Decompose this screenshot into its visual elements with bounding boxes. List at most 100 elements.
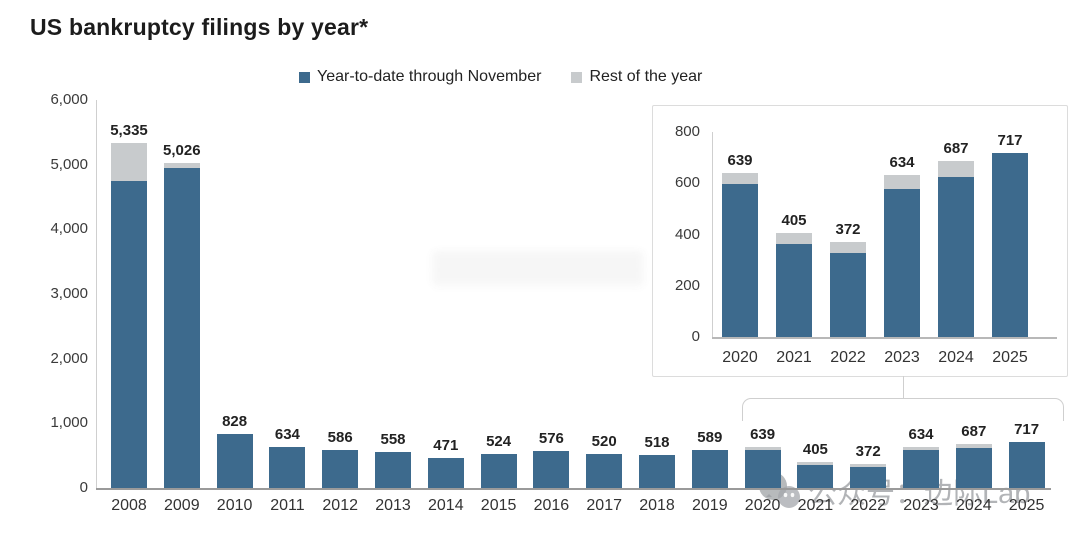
main-bar-2021-ytd-segment — [797, 465, 834, 488]
inset-value-label-2025: 717 — [997, 132, 1023, 149]
main-value-label-2021: 405 — [802, 441, 828, 458]
main-value-label-2008: 5,335 — [110, 122, 148, 139]
inset-bar-2023 — [884, 175, 920, 337]
inset-bar-2023-ytd-segment — [884, 189, 920, 337]
inset-bar-2021 — [776, 233, 812, 337]
main-ytick-4,000: 4,000 — [50, 220, 88, 238]
main-xtick-2021: 2021 — [797, 497, 834, 514]
main-bar-2014 — [427, 458, 464, 488]
main-value-label-2016: 576 — [538, 430, 564, 447]
main-value-label-2025: 717 — [1014, 421, 1040, 438]
main-xtick-2023: 2023 — [903, 497, 939, 514]
main-value-label-2023: 634 — [908, 426, 934, 443]
inset-bar-2023-rest-segment — [884, 175, 920, 189]
main-xtick-2013: 2013 — [375, 497, 411, 514]
highlight-bracket — [742, 398, 1064, 421]
inset-value-label-2020: 639 — [727, 152, 753, 169]
main-value-label-2012: 586 — [327, 429, 353, 446]
main-xtick-2015: 2015 — [480, 497, 517, 514]
inset-bar-2022 — [830, 242, 866, 337]
main-bar-2013 — [375, 452, 411, 488]
main-ytick-1,000: 1,000 — [50, 414, 88, 432]
main-value-label-2013: 558 — [380, 431, 406, 448]
inset-xtick-2020: 2020 — [722, 349, 758, 366]
main-bar-2017-ytd-segment — [586, 454, 623, 488]
inset-ytick-0: 0 — [691, 328, 700, 345]
main-y-axis-line — [96, 100, 97, 488]
main-bar-2009 — [163, 163, 200, 488]
main-bar-2024 — [955, 444, 992, 488]
main-bar-2018-ytd-segment — [639, 455, 675, 488]
main-x-axis-line — [96, 488, 1051, 490]
main-ytick-2,000: 2,000 — [50, 349, 88, 367]
main-value-label-2019: 589 — [697, 429, 723, 446]
main-bar-2015-ytd-segment — [480, 454, 517, 488]
main-bar-2022-rest-segment — [850, 464, 887, 467]
main-bar-2024-ytd-segment — [955, 448, 992, 488]
legend-item-ytd: Year-to-date through November — [299, 68, 541, 86]
main-bar-2019 — [691, 450, 728, 488]
main-bar-2022-ytd-segment — [850, 467, 887, 488]
legend-item-rest: Rest of the year — [571, 68, 702, 86]
inset-xtick-2023: 2023 — [884, 349, 920, 366]
inset-bar-2024 — [938, 161, 974, 337]
main-bar-2008-ytd-segment — [111, 181, 147, 488]
chart-title: US bankruptcy filings by year* — [30, 14, 369, 40]
main-bar-2016-ytd-segment — [533, 451, 570, 488]
main-bar-2022 — [850, 464, 887, 488]
legend-swatch-blue-icon — [299, 71, 310, 83]
inset-xtick-2021: 2021 — [776, 349, 812, 366]
main-xtick-2012: 2012 — [322, 497, 358, 514]
main-bar-2025 — [1008, 442, 1045, 488]
main-xtick-2022: 2022 — [850, 497, 886, 514]
main-ytick-6,000: 6,000 — [50, 91, 88, 108]
main-bar-2016 — [533, 451, 570, 488]
main-bar-2011 — [269, 447, 306, 488]
main-bar-2025-ytd-segment — [1008, 442, 1045, 488]
blurred-watermark — [432, 252, 644, 286]
main-bar-2015 — [480, 454, 517, 488]
inset-bar-2020-ytd-segment — [722, 184, 758, 337]
main-xtick-2025: 2025 — [1008, 497, 1045, 514]
main-ytick-5,000: 5,000 — [50, 155, 88, 173]
main-bar-2008 — [111, 143, 147, 488]
inset-bar-2022-rest-segment — [830, 242, 866, 253]
main-bar-2023-ytd-segment — [903, 450, 939, 488]
legend: Year-to-date through November Rest of th… — [299, 68, 702, 86]
inset-connector-line — [903, 376, 904, 398]
inset-bar-2020 — [722, 173, 758, 337]
main-xtick-2009: 2009 — [164, 497, 200, 514]
inset-bar-2020-rest-segment — [722, 173, 758, 184]
main-xtick-2018: 2018 — [639, 497, 675, 514]
inset-value-label-2021: 405 — [781, 212, 807, 229]
inset-ytick-400: 400 — [674, 225, 700, 243]
main-bar-2013-ytd-segment — [375, 452, 411, 488]
main-bar-2012 — [322, 450, 359, 488]
inset-xtick-2024: 2024 — [938, 349, 974, 366]
main-value-label-2010: 828 — [222, 413, 248, 430]
inset-value-label-2023: 634 — [889, 154, 915, 171]
inset-x-axis-line — [712, 337, 1057, 339]
main-xtick-2014: 2014 — [428, 497, 464, 514]
inset-ytick-200: 200 — [674, 276, 700, 294]
legend-label-rest: Rest of the year — [589, 68, 703, 85]
main-bar-2021 — [797, 462, 834, 488]
main-value-label-2018: 518 — [644, 434, 670, 451]
inset-bar-2024-ytd-segment — [938, 177, 974, 337]
main-bar-2010 — [216, 434, 253, 488]
inset-value-label-2024: 687 — [943, 140, 969, 157]
inset-value-label-2022: 372 — [835, 221, 861, 238]
main-value-label-2020: 639 — [750, 426, 776, 443]
main-bar-2024-rest-segment — [955, 444, 992, 448]
main-bar-2019-ytd-segment — [691, 450, 728, 488]
main-value-label-2017: 520 — [591, 433, 617, 450]
main-bar-2011-ytd-segment — [269, 447, 306, 488]
main-bar-2023 — [903, 447, 939, 488]
main-bar-2012-ytd-segment — [322, 450, 359, 488]
main-xtick-2024: 2024 — [956, 497, 992, 514]
inset-xtick-2022: 2022 — [830, 349, 866, 366]
main-bar-2020-rest-segment — [744, 447, 781, 450]
main-value-label-2022: 372 — [855, 443, 881, 460]
inset-xtick-2025: 2025 — [992, 349, 1028, 366]
main-value-label-2014: 471 — [433, 437, 459, 454]
